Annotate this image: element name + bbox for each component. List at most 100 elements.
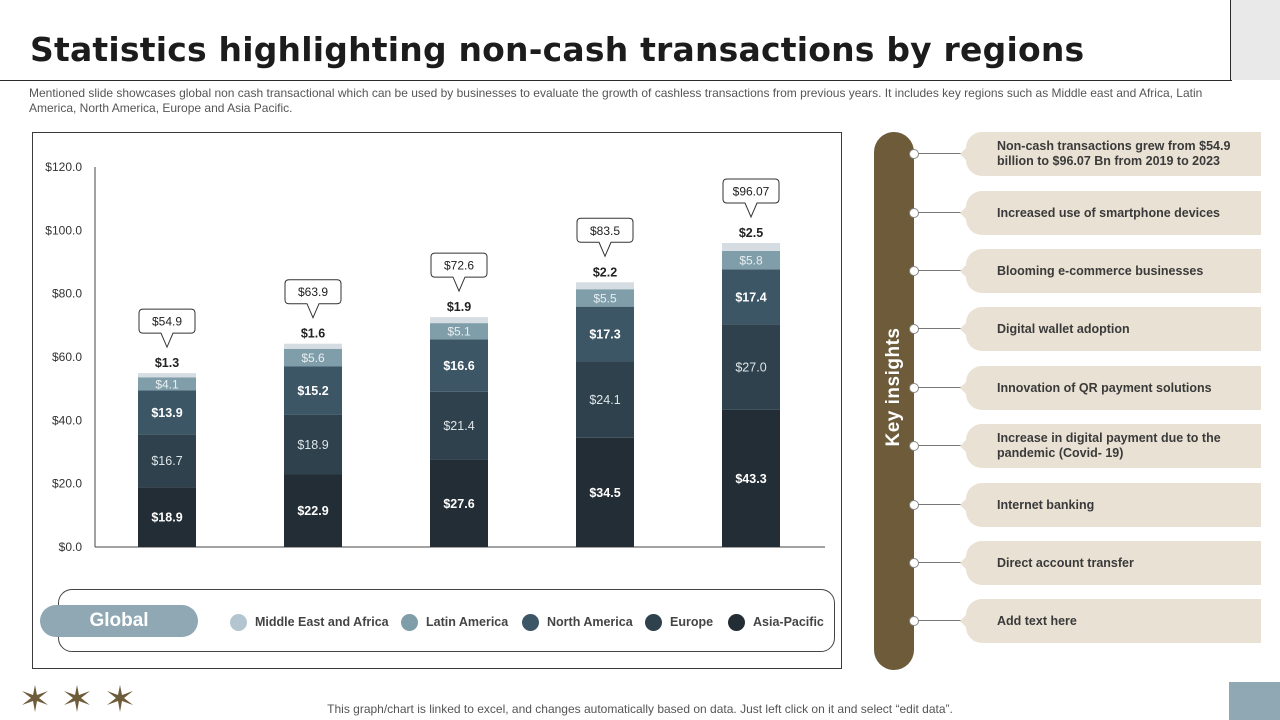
y-tick-label: $120.0 [45,160,82,174]
bar-segment-europe [430,391,488,460]
y-tick-label: $40.0 [52,413,82,427]
stacked-bar-chart[interactable]: $0.0 $20.0 $40.0 $60.0 $80.0 $100.0 $120.0 $18.… [0,0,860,600]
insight-item: Direct account transfer [908,541,1261,585]
chart-frame[interactable] [32,132,842,669]
bar-segment-middle-east-and-africa [430,317,488,324]
connector-line [918,212,968,213]
global-label: Global [40,605,198,637]
insight-item: Internet banking [908,483,1261,527]
bar-segment-latin-america [138,377,196,391]
legend-swatch [645,613,662,631]
bar-segment-asia-pacific [576,437,634,547]
data-label: $16.7 [151,454,182,468]
data-label: $18.9 [151,511,182,525]
bar-segment-north-america [576,306,634,362]
total-callout [284,279,342,319]
legend-swatch [230,613,247,631]
connector-dot [909,500,919,510]
bar-segment-north-america [430,339,488,392]
bar-segment-latin-america [284,348,342,367]
bar-segment-latin-america [722,250,780,270]
bar-segment-europe [138,434,196,488]
insight-item: Increased use of smartphone devices [908,191,1261,235]
connector-line [918,445,968,446]
legend-item-asia-pacific: Asia-Pacific [728,613,824,631]
legend-label: North America [547,615,633,629]
connector-dot [909,441,919,451]
insight-item: Innovation of QR payment solutions [908,366,1261,410]
star-icon [64,685,90,712]
data-label: $17.3 [589,328,620,342]
data-label: $34.5 [589,486,620,500]
insight-text: Increase in digital payment due to the p… [966,424,1261,468]
star-icon [22,685,48,712]
total-callout [138,308,196,349]
total-callout [430,252,488,293]
total-callout [576,217,634,258]
legend-label: Europe [670,615,714,629]
legend-swatch [401,613,418,631]
bar-segment-asia-pacific [138,487,196,547]
connector-line [918,270,968,271]
bar-segment-north-america [284,366,342,415]
bar-segment-north-america [722,269,780,325]
y-tick-label: $60.0 [52,350,82,364]
data-label: $27.6 [443,497,474,511]
y-tick-label: $80.0 [52,287,82,301]
insight-text: Direct account transfer [966,541,1261,585]
bar-segment-asia-pacific [284,474,342,547]
data-label: $1.6 [301,327,325,341]
bar-segment-europe [284,414,342,475]
data-label: $2.2 [593,265,617,279]
insight-item: Increase in digital payment due to the p… [908,424,1261,468]
data-label: $1.9 [447,300,471,314]
pointer-triangle [960,379,969,397]
bar-segment-europe [722,324,780,410]
y-tick-label: $20.0 [52,477,82,491]
connector-line [918,387,968,388]
connector-line [918,153,968,154]
connector-line [918,504,968,505]
connector-dot [909,383,919,393]
legend-item-europe: Europe [645,613,713,631]
data-label: $17.4 [735,290,766,304]
data-label: $5.1 [447,325,471,339]
data-label: $24.1 [589,393,620,407]
pointer-triangle [960,262,969,280]
data-label: $43.3 [735,472,766,486]
footer-note: This graph/chart is linked to excel, and… [327,702,953,716]
legend-label: Latin America [426,615,509,629]
data-label: $13.9 [151,406,182,420]
legend-swatch [728,613,745,631]
bar-segment-asia-pacific [430,459,488,547]
connector-dot [909,208,919,218]
page-title: Statistics highlighting non-cash transac… [30,30,1085,69]
bar-segment-middle-east-and-africa [284,343,342,349]
pointer-triangle [960,204,969,222]
legend-item-latin-america: Latin America [401,613,508,631]
insight-item: Blooming e-commerce businesses [908,249,1261,293]
bar-segment-latin-america [576,289,634,307]
bar-segment-north-america [138,390,196,435]
header-corner-block [1230,0,1280,80]
data-label: $15.2 [297,384,328,398]
legend-item-middle-east-africa: Middle East and Africa [230,613,389,631]
data-label: $27.0 [735,361,766,375]
legend-swatch [522,613,539,631]
total-label: $83.5 [590,224,620,238]
connector-dot [909,149,919,159]
insight-item: Add text here [908,599,1261,643]
bar-segment-asia-pacific [722,409,780,547]
insight-text: Internet banking [966,483,1261,527]
data-label: $5.6 [301,351,325,365]
connector-dot [909,266,919,276]
bar-segment-middle-east-and-africa [576,282,634,290]
total-callout [722,178,780,219]
insight-text: Increased use of smartphone devices [966,191,1261,235]
pointer-triangle [960,145,969,163]
total-label: $54.9 [152,315,182,329]
pointer-triangle [960,612,969,630]
legend-label: Asia-Pacific [753,615,824,629]
total-label: $63.9 [298,285,328,299]
bar-segment-europe [576,361,634,438]
